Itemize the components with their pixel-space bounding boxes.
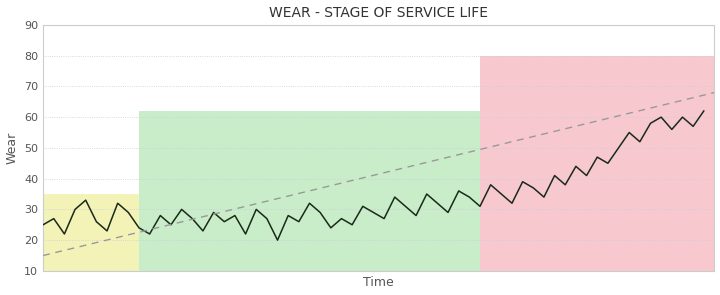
X-axis label: Time: Time [364,276,394,289]
Title: WEAR - STAGE OF SERVICE LIFE: WEAR - STAGE OF SERVICE LIFE [269,6,488,19]
Bar [480,56,714,271]
Y-axis label: Wear: Wear [6,132,19,164]
Bar [43,194,139,271]
Bar [139,111,480,271]
